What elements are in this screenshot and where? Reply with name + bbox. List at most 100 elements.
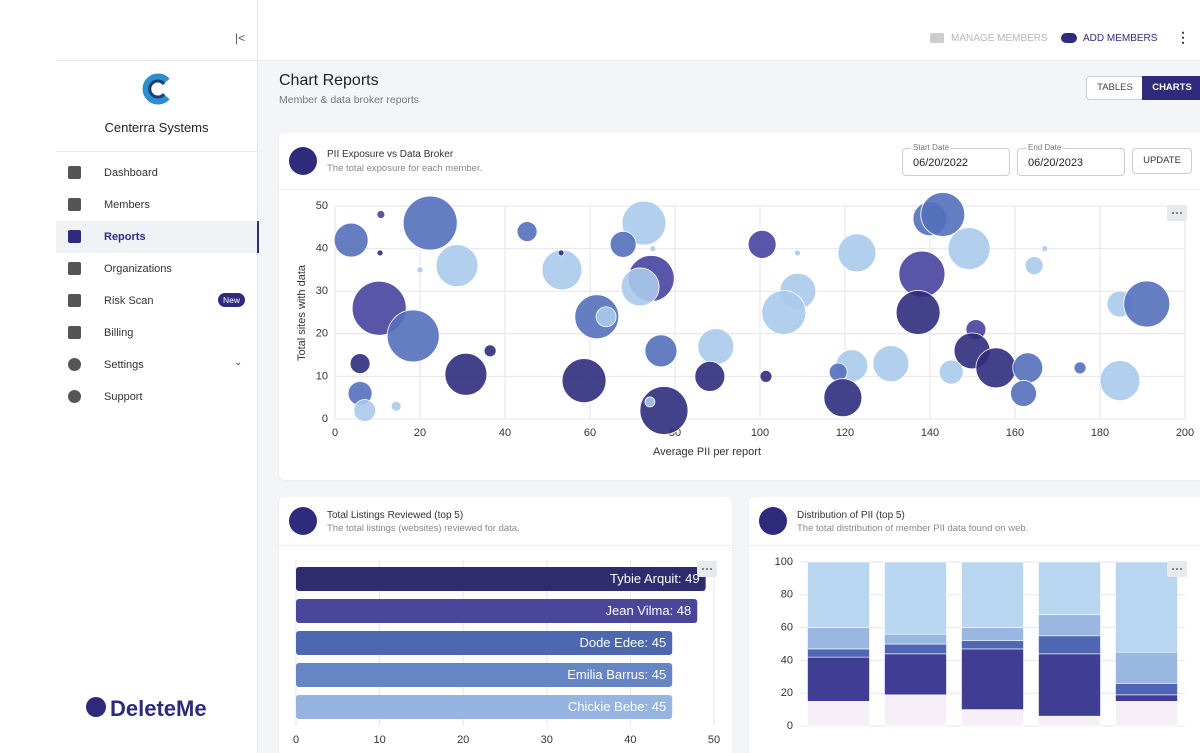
y-tick-label: 40	[316, 243, 328, 255]
add-members-button[interactable]: ADD MEMBERS	[1083, 33, 1158, 44]
nav-label: Support	[104, 391, 143, 403]
bar	[296, 599, 698, 623]
bubble	[353, 399, 377, 422]
page-title: Chart Reports	[279, 72, 379, 89]
bubble	[620, 267, 660, 307]
bubble	[557, 249, 565, 257]
nav-item[interactable]: Billing	[56, 317, 257, 349]
y-tick-label: 30	[316, 285, 328, 297]
card-title: Distribution of PII (top 5)	[797, 510, 905, 521]
bubble	[390, 400, 402, 412]
bubble	[938, 359, 964, 385]
dot	[1176, 568, 1178, 570]
bar-segment	[1115, 683, 1178, 696]
bubble	[349, 353, 371, 375]
nav-label: Risk Scan	[104, 295, 154, 307]
field-label: End Date	[1026, 143, 1064, 152]
x-tick-label: 40	[499, 427, 511, 439]
bubble	[1123, 280, 1171, 328]
bar-label: Tybie Arquit: 49	[610, 571, 700, 586]
bubble	[895, 290, 941, 335]
bar-segment	[884, 694, 947, 727]
x-tick-label: 20	[457, 734, 469, 746]
bar	[296, 695, 673, 719]
nav-item[interactable]: Members	[56, 189, 257, 221]
date-field[interactable]: End Date 06/20/2023	[1017, 143, 1125, 176]
date-field[interactable]: Start Date 06/20/2022	[902, 143, 1010, 176]
nav-label: Members	[104, 199, 150, 211]
brand-icon	[86, 697, 106, 717]
bubble	[872, 345, 910, 383]
bar-segment	[884, 561, 947, 635]
field-value: 06/20/2022	[913, 157, 969, 169]
x-tick-label: 10	[373, 734, 385, 746]
bar-segment	[807, 561, 870, 628]
x-axis-title: Average PII per report	[653, 446, 761, 458]
nav-label: Dashboard	[104, 167, 158, 179]
x-tick-label: 120	[836, 427, 854, 439]
nav-label: Organizations	[104, 263, 172, 275]
dot	[1180, 568, 1182, 570]
y-tick-label: 60	[781, 622, 793, 634]
bar-segment	[884, 653, 947, 696]
bar-segment	[961, 648, 1024, 710]
dot	[710, 568, 712, 570]
nav-item[interactable]: Reports	[56, 221, 259, 253]
bar-segment	[1115, 651, 1178, 684]
card-title: Total Listings Reviewed (top 5)	[327, 510, 464, 521]
nav-item[interactable]: Support	[56, 381, 257, 413]
collapse-button[interactable]: |<	[235, 31, 246, 45]
sidebar: |< Centerra Systems Dashboard Members Re…	[0, 0, 259, 753]
bar-segment	[961, 709, 1024, 727]
manage-members-button[interactable]: MANAGE MEMBERS	[951, 33, 1048, 44]
x-tick-label: 0	[332, 427, 338, 439]
org-name: Centerra Systems	[104, 120, 209, 135]
x-tick-label: 0	[293, 734, 299, 746]
bar	[296, 631, 673, 655]
bar	[296, 663, 673, 687]
bubble	[516, 221, 538, 242]
dot	[1172, 568, 1174, 570]
tab[interactable]: CHARTS	[1142, 76, 1200, 100]
nav-item[interactable]: Settings ⌄	[56, 349, 257, 381]
dot	[702, 568, 704, 570]
bubble	[823, 378, 863, 418]
badge: New	[218, 293, 246, 307]
bar-label: Emilia Barrus: 45	[567, 667, 666, 682]
y-tick-label: 0	[322, 413, 328, 425]
bubble	[386, 309, 440, 363]
more-button[interactable]: ⋮	[1176, 29, 1190, 45]
x-tick-label: 180	[1091, 427, 1109, 439]
y-tick-label: 100	[775, 556, 793, 568]
bubble	[376, 210, 386, 219]
bubble	[444, 352, 488, 396]
bubble	[416, 266, 424, 274]
bubble	[561, 358, 607, 404]
bar-segment	[807, 656, 870, 702]
bar-segment	[1038, 561, 1101, 615]
dot	[706, 568, 708, 570]
bar-segment	[1038, 614, 1101, 637]
nav-item[interactable]: Risk Scan New	[56, 285, 257, 317]
bubble	[1012, 352, 1044, 384]
field-label: Start Date	[911, 143, 952, 152]
bubble	[898, 250, 946, 298]
nav-item[interactable]: Organizations	[56, 253, 257, 285]
y-tick-label: 50	[316, 200, 328, 212]
bubble	[435, 244, 479, 288]
bubble	[595, 306, 617, 328]
bar-segment	[807, 627, 870, 650]
x-tick-label: 140	[921, 427, 939, 439]
nav-item[interactable]: Dashboard	[56, 157, 257, 189]
card: PII Exposure vs Data Broker The total ex…	[279, 133, 1200, 480]
bar-segment	[807, 648, 870, 658]
update-button[interactable]: UPDATE	[1132, 148, 1192, 174]
x-tick-label: 30	[541, 734, 553, 746]
x-tick-label: 160	[1006, 427, 1024, 439]
bubble	[333, 222, 369, 258]
bubble	[947, 227, 991, 271]
dot	[1180, 212, 1182, 214]
bar-segment	[884, 633, 947, 645]
bar-segment	[961, 627, 1024, 642]
bubble	[1073, 361, 1087, 375]
